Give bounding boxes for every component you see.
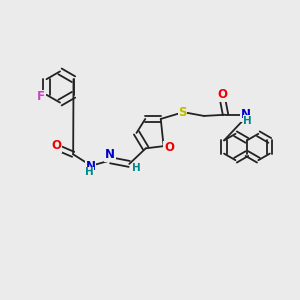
Text: O: O [164, 141, 174, 154]
Text: F: F [37, 90, 45, 104]
Text: H: H [85, 167, 93, 177]
Text: N: N [105, 148, 115, 161]
Text: N: N [86, 160, 96, 172]
Text: N: N [241, 108, 251, 121]
Text: S: S [178, 106, 187, 119]
Text: O: O [51, 140, 61, 152]
Text: H: H [243, 116, 252, 126]
Text: O: O [218, 88, 227, 101]
Text: H: H [132, 164, 141, 173]
